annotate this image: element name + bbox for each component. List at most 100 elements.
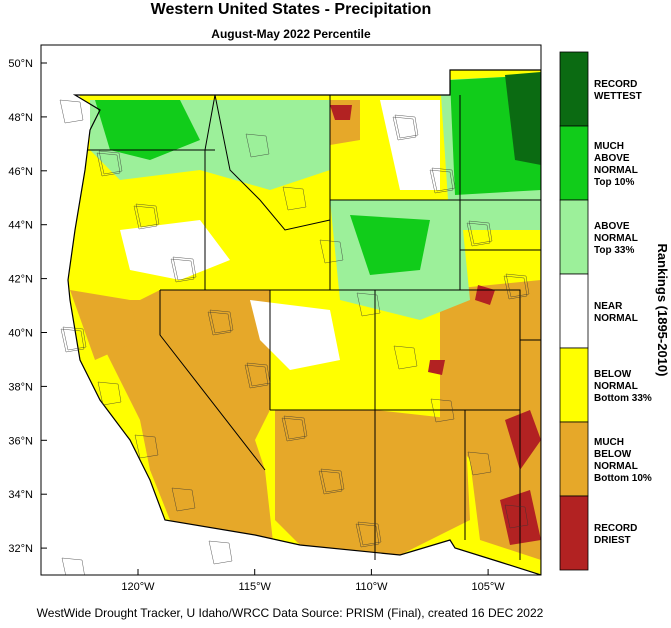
- legend-label: MUCH: [594, 141, 624, 152]
- legend-swatch: [559, 51, 589, 127]
- county-border: [246, 362, 271, 387]
- legend-label: RECORD: [594, 523, 637, 534]
- county-border: [96, 152, 121, 177]
- legend-label: BELOW: [594, 449, 632, 460]
- map: [41, 45, 541, 575]
- coastline: [67, 69, 541, 575]
- county-border: [60, 328, 85, 353]
- lat-label: 36°N: [8, 435, 33, 447]
- region: [95, 100, 200, 160]
- lat-label: 46°N: [8, 166, 33, 178]
- county-border: [431, 167, 456, 192]
- county-border: [135, 203, 160, 228]
- county-border: [320, 468, 345, 493]
- legend-label: NORMAL: [594, 313, 638, 324]
- state-border: [375, 289, 521, 560]
- region: [350, 215, 430, 275]
- county-border: [59, 99, 84, 124]
- lat-label: 42°N: [8, 274, 33, 286]
- legend-label: Bottom 10%: [594, 473, 652, 484]
- lat-label: 40°N: [8, 328, 33, 340]
- county-border: [319, 239, 344, 264]
- legend-swatch: [559, 273, 589, 349]
- county-border: [355, 523, 380, 548]
- county-border: [245, 133, 270, 158]
- lon-label: 105°W: [472, 581, 506, 593]
- legend-label: NORMAL: [594, 461, 638, 472]
- legend-label: MUCH: [594, 437, 624, 448]
- county-border: [172, 256, 197, 281]
- legend-label: Bottom 33%: [594, 393, 652, 404]
- county-border: [467, 451, 492, 476]
- county-border: [505, 273, 530, 298]
- lat-label: 32°N: [8, 543, 33, 555]
- legend-label: NORMAL: [594, 381, 638, 392]
- county-border: [393, 345, 418, 370]
- region: [440, 280, 541, 560]
- region: [120, 220, 230, 280]
- legend-label: NEAR: [594, 301, 623, 312]
- region: [250, 300, 340, 370]
- region: [505, 72, 541, 165]
- county-border: [392, 116, 417, 141]
- county-border: [61, 557, 85, 575]
- legend-label: Top 33%: [594, 245, 634, 256]
- county-border: [394, 114, 419, 139]
- legend-swatch: [559, 125, 589, 201]
- county-border: [283, 415, 308, 440]
- county-border: [357, 521, 382, 546]
- county-border: [318, 470, 343, 495]
- county-border: [466, 222, 491, 247]
- legend-label: ABOVE: [594, 153, 630, 164]
- legend-label: RECORD: [594, 79, 637, 90]
- region: [275, 410, 470, 555]
- county-border: [170, 258, 195, 283]
- county-border: [468, 220, 493, 245]
- region: [505, 410, 541, 470]
- county-border: [504, 504, 529, 529]
- legend-swatch: [559, 421, 589, 497]
- legend-label: NORMAL: [594, 165, 638, 176]
- lat-label: 34°N: [8, 489, 33, 501]
- county-border: [503, 275, 528, 300]
- county-border: [281, 417, 306, 442]
- title: Western United States - Precipitation: [151, 1, 432, 18]
- county-border: [356, 292, 381, 317]
- footer: WestWide Drought Tracker, U Idaho/WRCC D…: [37, 606, 544, 620]
- lat-label: 38°N: [8, 381, 33, 393]
- region: [380, 100, 440, 190]
- county-border: [208, 540, 233, 565]
- region: [428, 360, 445, 375]
- lat-label: 44°N: [8, 220, 33, 232]
- county-border: [133, 205, 158, 230]
- map-frame: [40, 44, 542, 576]
- county-border: [98, 150, 123, 175]
- county-border: [429, 169, 454, 194]
- legend-label: WETTEST: [594, 91, 642, 102]
- subtitle: August-May 2022 Percentile: [211, 27, 371, 41]
- legend-label: DRIEST: [594, 535, 631, 546]
- lon-label: 110°W: [355, 581, 388, 593]
- state-border: [204, 94, 216, 290]
- legend-label: Top 10%: [594, 177, 634, 188]
- county-border: [430, 398, 455, 423]
- county-border: [282, 186, 307, 211]
- lon-label: 120°W: [121, 581, 155, 593]
- lat-label: 48°N: [8, 112, 33, 124]
- state-border: [159, 290, 266, 471]
- county-border: [171, 487, 196, 512]
- legend-swatch: [559, 495, 589, 571]
- legend-swatch: [559, 347, 589, 423]
- legend-label: NORMAL: [594, 233, 638, 244]
- county-border: [209, 309, 234, 334]
- region: [80, 290, 275, 560]
- state-border: [214, 94, 331, 231]
- county-border: [134, 434, 159, 459]
- county-border: [62, 326, 87, 351]
- region: [330, 105, 352, 120]
- region: [70, 290, 140, 360]
- ocean: [41, 45, 541, 575]
- lat-label: 50°N: [8, 58, 33, 70]
